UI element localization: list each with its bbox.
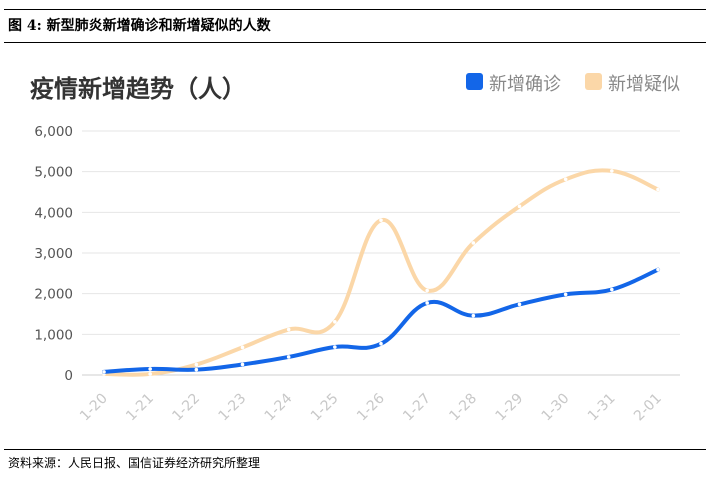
series-lines	[102, 168, 660, 377]
x-tick-label: 1-29	[493, 391, 527, 425]
data-point	[148, 372, 152, 376]
legend: 新增确诊 新增疑似	[466, 73, 680, 95]
chart-title: 疫情新增趋势（人）	[30, 75, 246, 103]
data-point	[194, 367, 199, 372]
data-point	[563, 177, 568, 182]
data-point	[286, 327, 291, 332]
data-point	[656, 267, 660, 272]
x-tick-label: 1-22	[169, 391, 203, 425]
data-point	[563, 292, 568, 297]
legend-label: 新增疑似	[608, 74, 680, 95]
x-tick-label: 1-20	[77, 391, 111, 425]
data-point	[379, 218, 383, 223]
x-tick-label: 2-01	[631, 391, 665, 425]
series-confirmed	[102, 267, 660, 374]
x-tick-label: 1-28	[446, 391, 480, 425]
source-note: 资料来源：人民日报、国信证券经济研究所整理	[8, 456, 261, 470]
data-point	[102, 370, 106, 374]
data-point	[379, 341, 383, 346]
data-point	[517, 302, 522, 307]
data-point	[656, 187, 660, 192]
x-tick-label: 1-21	[123, 391, 157, 425]
data-point	[240, 362, 245, 367]
y-tick-label: 1,000	[34, 327, 73, 343]
data-point	[425, 301, 429, 305]
data-point	[194, 362, 199, 367]
x-tick-label: 1-24	[262, 390, 296, 424]
x-tick-label: 1-23	[216, 391, 250, 425]
x-tick-label: 1-31	[585, 391, 619, 425]
x-tick-label: 1-26	[354, 390, 388, 424]
data-point	[610, 287, 614, 292]
data-point	[610, 169, 614, 173]
bottom-rule	[4, 449, 706, 450]
data-point	[333, 345, 337, 349]
data-point	[240, 345, 245, 350]
legend-label: 新增确诊	[489, 74, 561, 95]
y-tick-label: 5,000	[34, 165, 73, 181]
grid	[82, 130, 680, 376]
data-point	[471, 241, 476, 245]
top-rule	[4, 9, 706, 10]
y-tick-label: 6,000	[34, 124, 73, 140]
caption-rule	[4, 42, 706, 43]
data-point	[148, 367, 152, 371]
legend-swatch	[466, 73, 483, 90]
data-point	[425, 288, 429, 293]
y-axis: 0 1,000 2,000 3,000 4,000 5,000 6,000	[34, 124, 73, 384]
x-tick-label: 1-27	[400, 391, 434, 425]
x-tick-label: 1-25	[308, 391, 342, 425]
data-point	[286, 355, 291, 359]
y-tick-label: 3,000	[34, 246, 73, 262]
series-line	[102, 267, 660, 374]
data-point	[517, 204, 522, 209]
y-tick-label: 2,000	[34, 287, 73, 303]
data-point	[333, 319, 337, 324]
data-point	[471, 313, 476, 318]
y-tick-label: 4,000	[34, 205, 73, 221]
x-axis: 1-20 1-21 1-22 1-23 1-24 1-25 1-26 1-27 1-28 1-29…	[77, 390, 665, 424]
legend-swatch	[585, 73, 602, 90]
x-tick-label: 1-30	[539, 391, 573, 425]
figure-caption: 图 4: 新型肺炎新增确诊和新增疑似的人数	[8, 18, 271, 34]
y-tick-label: 0	[64, 368, 73, 384]
